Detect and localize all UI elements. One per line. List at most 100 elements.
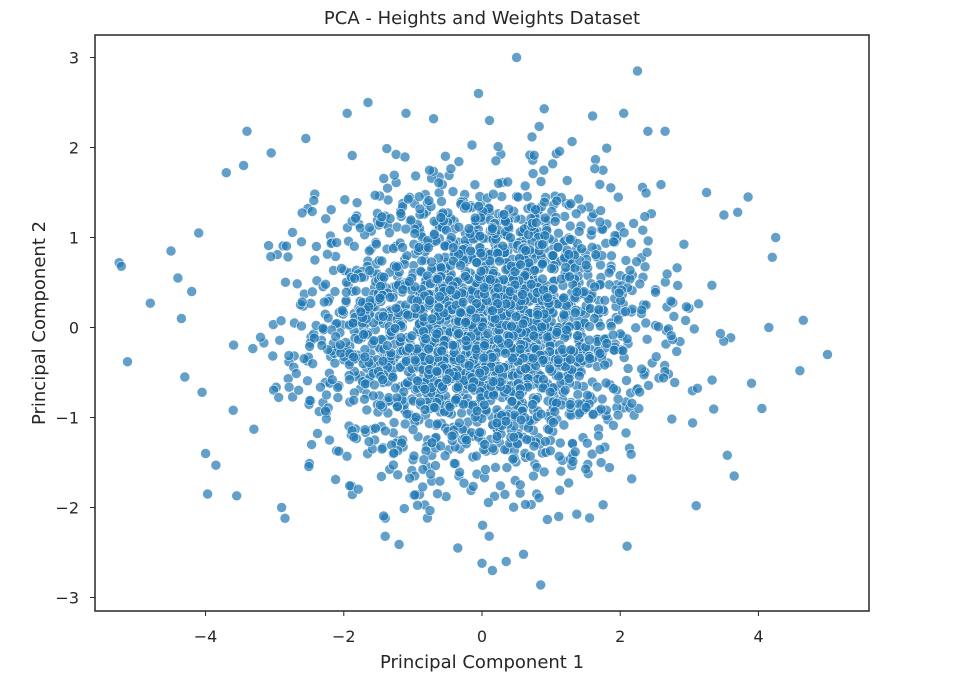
scatter-point (560, 262, 572, 273)
scatter-point (439, 450, 451, 462)
scatter-point (460, 335, 472, 346)
scatter-point (457, 296, 469, 308)
scatter-point (456, 407, 467, 419)
scatter-point (552, 354, 564, 366)
scatter-point (334, 339, 346, 351)
scatter-point (460, 200, 472, 212)
scatter-point (364, 265, 376, 276)
scatter-point (528, 470, 539, 482)
scatter-point (678, 239, 690, 250)
scatter-point (565, 344, 577, 356)
scatter-point (347, 317, 359, 329)
scatter-point (659, 126, 671, 137)
scatter-point (461, 434, 472, 446)
scatter-point (538, 164, 550, 176)
scatter-point (413, 242, 425, 253)
scatter-point (569, 307, 581, 319)
scatter-point (715, 328, 726, 339)
scatter-point (400, 108, 412, 119)
scatter-point (355, 306, 367, 318)
scatter-point (300, 133, 312, 144)
scatter-point (551, 195, 563, 207)
scatter-point (370, 422, 381, 434)
scatter-point (517, 289, 528, 300)
scatter-point (600, 377, 612, 389)
scatter-point (728, 470, 740, 482)
scatter-point (330, 331, 342, 343)
scatter-point (359, 424, 371, 436)
scatter-point (514, 389, 526, 401)
scatter-point (536, 321, 548, 333)
scatter-point (320, 405, 331, 417)
scatter-point (563, 249, 575, 260)
scatter-point (455, 353, 466, 365)
scatter-point (535, 579, 547, 591)
scatter-point (552, 241, 564, 253)
scatter-point (625, 238, 637, 249)
scatter-point (671, 346, 683, 357)
x-tick-label: −4 (194, 627, 218, 646)
scatter-point (608, 383, 619, 394)
scatter-point (658, 372, 669, 384)
scatter-point (265, 251, 277, 262)
scatter-point (351, 197, 363, 208)
scatter-point (521, 191, 533, 202)
scatter-point (275, 315, 287, 327)
scatter-point (263, 240, 274, 251)
scatter-point (329, 286, 341, 297)
scatter-point (352, 483, 364, 495)
scatter-point (348, 351, 360, 363)
scatter-point (515, 259, 526, 271)
scatter-point (618, 227, 630, 238)
scatter-point (642, 235, 654, 247)
scatter-point (361, 404, 373, 416)
scatter-point (595, 403, 607, 415)
scatter-point (549, 216, 561, 227)
scatter-point (395, 208, 407, 219)
scatter-point (590, 249, 602, 260)
scatter-point (589, 281, 601, 293)
scatter-point (412, 499, 423, 511)
scatter-point (492, 141, 504, 152)
scatter-point (584, 512, 595, 524)
scatter-point (186, 286, 197, 297)
scatter-point (581, 437, 593, 449)
scatter-point (537, 258, 548, 270)
scatter-point (440, 151, 451, 162)
scatter-point (382, 182, 393, 194)
scatter-point (435, 262, 447, 274)
scatter-point (454, 466, 465, 478)
scatter-point (330, 474, 341, 485)
scatter-point (527, 168, 539, 179)
scatter-point (595, 320, 606, 332)
scatter-point (390, 149, 402, 160)
scatter-point (521, 434, 533, 445)
x-axis-title: Principal Component 1 (380, 652, 584, 673)
scatter-point (537, 354, 549, 366)
scatter-point (291, 278, 303, 290)
scatter-point (666, 413, 678, 425)
scatter-point (287, 227, 298, 238)
scatter-point (473, 201, 484, 212)
scatter-point (469, 179, 481, 190)
scatter-point (296, 296, 308, 308)
scatter-point (419, 383, 431, 395)
scatter-point (706, 374, 718, 386)
scatter-point (671, 262, 683, 274)
scatter-point (529, 265, 541, 276)
scatter-point (453, 221, 465, 233)
scatter-point (584, 321, 595, 332)
scatter-point (495, 480, 506, 492)
scatter-point (634, 386, 646, 398)
scatter-point (307, 358, 319, 370)
scatter-point (533, 121, 545, 132)
scatter-point (354, 222, 366, 234)
scatter-point (420, 445, 432, 457)
scatter-point (332, 382, 344, 393)
x-tick-label: 0 (477, 627, 487, 646)
scatter-point (296, 320, 307, 332)
scatter-point (466, 382, 478, 394)
scatter-point (463, 360, 475, 371)
scatter-point (530, 217, 542, 228)
scatter-point (116, 260, 127, 272)
